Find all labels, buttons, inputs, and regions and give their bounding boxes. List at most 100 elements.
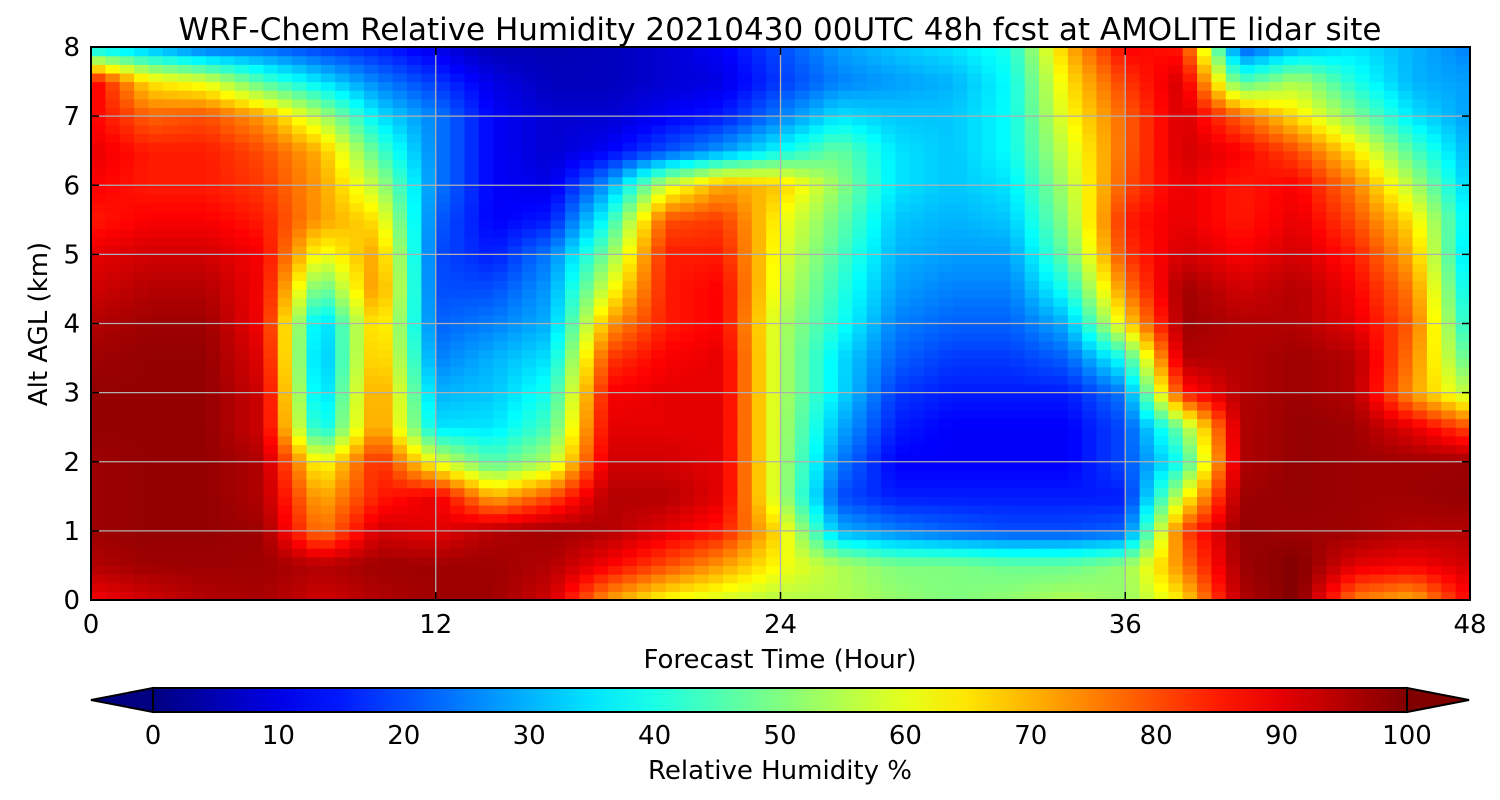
rh-cell [1096,271,1112,281]
rh-cell [1455,383,1470,394]
rh-cell [924,193,940,204]
rh-cell [1125,375,1141,385]
rh-cell [1441,211,1457,221]
rh-cell [1182,358,1198,368]
rh-cell [909,288,925,299]
rh-cell [1110,556,1126,567]
rh-cell [320,349,336,359]
rh-cell [751,211,767,221]
rh-cell [1096,582,1112,592]
rh-cell [1268,418,1284,428]
rh-cell [1211,228,1227,238]
rh-cell [1355,427,1371,437]
rh-cell [435,470,451,480]
rh-cell [536,366,552,376]
rh-cell [119,548,135,558]
rh-cell [1153,271,1169,281]
rh-cell [1254,513,1270,523]
rh-cell [263,297,279,307]
rh-cell [694,306,710,316]
rh-cell [737,435,753,446]
rh-cell [1110,193,1126,204]
rh-cell [1412,496,1428,506]
rh-cell [234,565,250,575]
rh-cell [622,548,638,558]
rh-cell [464,263,480,273]
rh-cell [205,366,221,376]
rh-cell [823,237,839,247]
rh-cell [263,159,279,169]
rh-cell [909,461,925,471]
rh-cell [335,556,351,567]
rh-cell [1067,366,1083,376]
rh-cell [507,314,523,325]
rh-cell [1441,496,1457,506]
rh-cell [1096,332,1112,342]
rh-cell [363,487,379,497]
rh-cell [392,340,408,351]
rh-cell [981,513,997,523]
rh-cell [780,150,796,160]
rh-cell [636,556,652,567]
rh-cell [378,530,394,541]
rh-cell [292,271,308,281]
rh-cell [665,263,681,273]
rh-cell [1010,574,1026,584]
rh-cell [292,565,308,575]
rh-cell [1283,332,1299,342]
rh-cell [435,288,451,299]
rh-cell [1240,202,1256,212]
rh-cell [263,193,279,204]
rh-cell [320,392,336,402]
rh-cell [493,323,509,333]
rh-cell [205,470,221,480]
rh-cell [1455,470,1470,480]
rh-cell [651,228,667,238]
rh-cell [1441,159,1457,169]
rh-cell [1283,159,1299,169]
rh-cell [909,427,925,437]
rh-cell [363,263,379,273]
rh-cell [881,401,897,411]
rh-cell [780,288,796,299]
rh-cell [1340,530,1356,541]
rh-cell [651,150,667,160]
rh-cell [952,228,968,238]
rh-cell [737,185,753,195]
rh-cell [636,306,652,316]
rh-cell [1398,479,1414,489]
rh-cell [1283,263,1299,273]
rh-cell [521,375,537,385]
rh-cell [1067,185,1083,195]
rh-cell [1053,263,1069,273]
rh-cell [335,228,351,238]
rh-cell [593,358,609,368]
rh-cell [550,565,566,575]
rh-cell [162,375,178,385]
rh-cell [1125,185,1141,195]
rh-cell [1340,453,1356,463]
rh-cell [378,280,394,290]
rh-cell [263,392,279,402]
rh-cell [694,366,710,376]
rh-cell [1225,513,1241,523]
rh-cell [507,288,523,299]
rh-cell [909,401,925,411]
rh-cell [421,219,437,230]
rh-cell [823,392,839,402]
rh-cell [1311,254,1327,264]
rh-cell [1283,150,1299,160]
rh-cell [723,245,738,255]
rh-cell [292,409,308,420]
rh-cell [536,574,552,584]
rh-cell [1082,150,1098,160]
rh-cell [1225,314,1241,325]
rh-cell [1340,245,1356,255]
rh-cell [435,314,451,325]
rh-cell [464,237,480,247]
rh-cell [938,496,954,506]
rh-cell [708,332,724,342]
rh-cell [1355,297,1371,307]
rh-cell [119,211,135,221]
rh-cell [277,375,293,385]
